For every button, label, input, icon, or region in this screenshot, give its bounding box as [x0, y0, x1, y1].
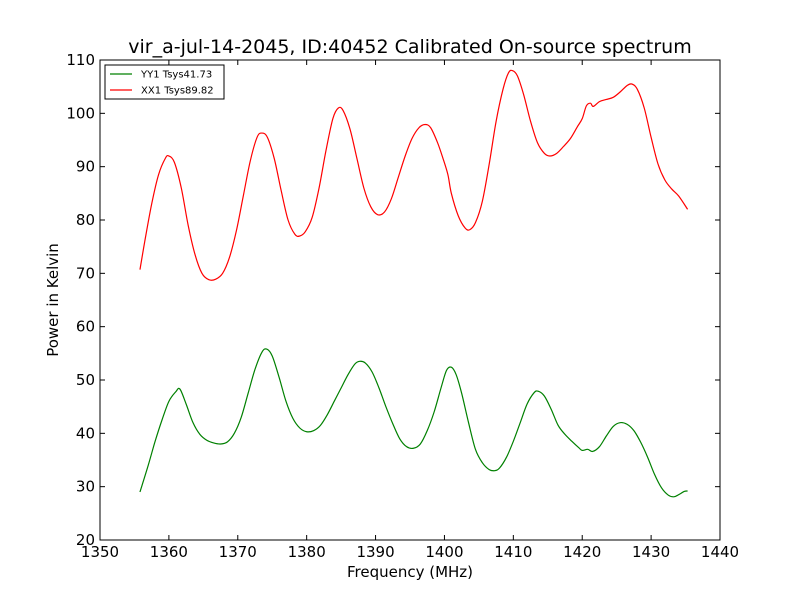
y-tick-label: 40 — [76, 424, 95, 442]
plot-frame — [99, 59, 721, 541]
series-line-yy1 — [139, 348, 688, 498]
y-tick-label: 70 — [76, 264, 95, 282]
x-tick-label: 1440 — [701, 543, 739, 561]
legend-box — [104, 64, 225, 100]
plot-area — [100, 60, 720, 540]
x-tick-label: 1400 — [425, 543, 463, 561]
y-tick-label: 20 — [76, 531, 95, 549]
legend: YY1 Tsys41.73 XX1 Tsys89.82 — [104, 64, 225, 100]
y-axis-label: Power in Kelvin — [44, 243, 62, 357]
y-tick-label: 30 — [76, 478, 95, 496]
chart-title: vir_a-jul-14-2045, ID:40452 Calibrated O… — [128, 36, 692, 58]
y-tick-label: 50 — [76, 371, 95, 389]
ticks-layer: 1350 1360 1370 1380 1390 1400 1410 1420 1430 1440… — [66, 51, 739, 561]
x-axis-label: Frequency (MHz) — [347, 563, 473, 581]
x-tick-label: 1360 — [150, 543, 188, 561]
x-tick-label: 1430 — [632, 543, 670, 561]
x-tick-label: 1380 — [288, 543, 326, 561]
y-tick-label: 110 — [66, 51, 95, 69]
y-tick-label: 90 — [76, 158, 95, 176]
y-tick-label: 60 — [76, 318, 95, 336]
legend-label-yy1: YY1 Tsys41.73 — [140, 70, 212, 81]
series-layer — [139, 69, 689, 498]
x-tick-label: 1410 — [494, 543, 532, 561]
x-tick-label: 1390 — [356, 543, 394, 561]
x-tick-label: 1420 — [563, 543, 601, 561]
series-line-xx1 — [139, 69, 689, 281]
x-tick-label: 1370 — [219, 543, 257, 561]
y-tick-label: 100 — [66, 104, 95, 122]
x-tick-label: 1350 — [81, 543, 119, 561]
legend-label-xx1: XX1 Tsys89.82 — [141, 86, 214, 97]
y-tick-label: 80 — [76, 211, 95, 229]
